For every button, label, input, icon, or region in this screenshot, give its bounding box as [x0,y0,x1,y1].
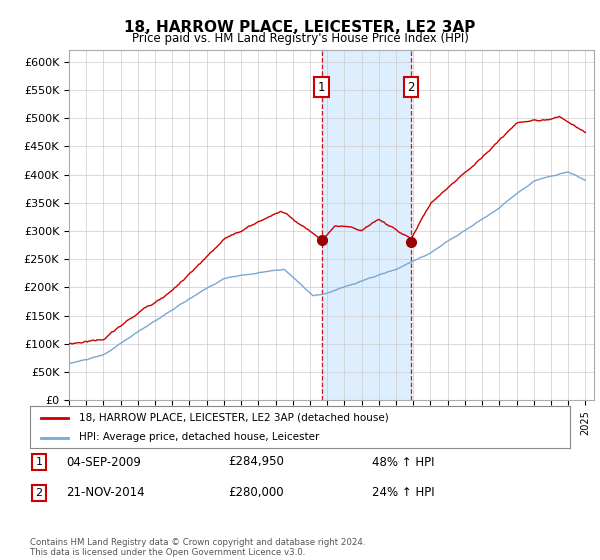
Text: 24% ↑ HPI: 24% ↑ HPI [372,486,434,500]
Text: 2: 2 [35,488,43,498]
Text: 04-SEP-2009: 04-SEP-2009 [66,455,141,469]
Text: 18, HARROW PLACE, LEICESTER, LE2 3AP (detached house): 18, HARROW PLACE, LEICESTER, LE2 3AP (de… [79,413,388,423]
Text: 21-NOV-2014: 21-NOV-2014 [66,486,145,500]
Text: 1: 1 [318,81,325,94]
Text: Contains HM Land Registry data © Crown copyright and database right 2024.
This d: Contains HM Land Registry data © Crown c… [30,538,365,557]
Text: 48% ↑ HPI: 48% ↑ HPI [372,455,434,469]
Text: £280,000: £280,000 [228,486,284,500]
Text: £284,950: £284,950 [228,455,284,469]
Text: 2: 2 [407,81,415,94]
Text: 18, HARROW PLACE, LEICESTER, LE2 3AP: 18, HARROW PLACE, LEICESTER, LE2 3AP [124,20,476,35]
Text: HPI: Average price, detached house, Leicester: HPI: Average price, detached house, Leic… [79,432,319,442]
Bar [322,50,411,400]
Text: 1: 1 [35,457,43,467]
Text: Price paid vs. HM Land Registry's House Price Index (HPI): Price paid vs. HM Land Registry's House … [131,32,469,45]
